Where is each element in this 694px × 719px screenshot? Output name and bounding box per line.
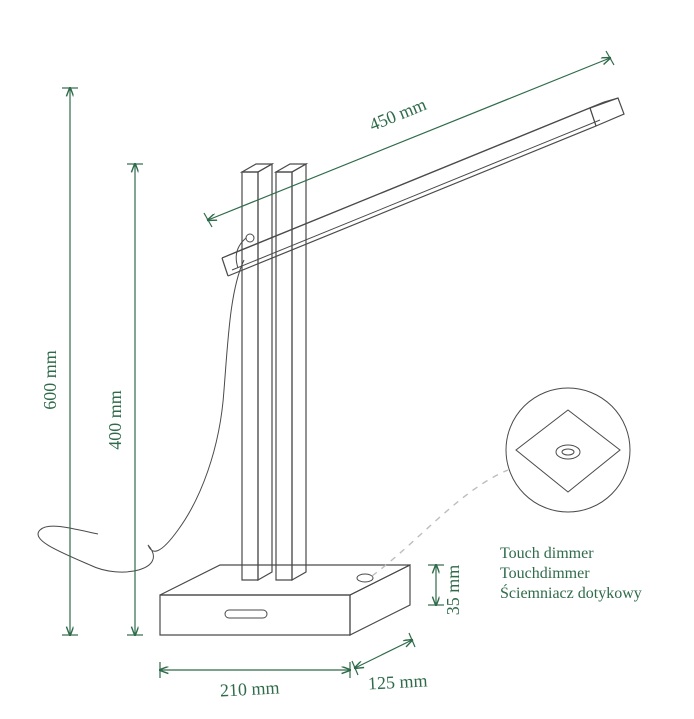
dim-post-height-label: 400 mm bbox=[105, 390, 125, 450]
lamp-cable bbox=[38, 260, 244, 572]
dim-base-height-label: 35 mm bbox=[443, 565, 463, 616]
lamp-post bbox=[236, 164, 306, 580]
callout-line1: Touch dimmer bbox=[500, 545, 594, 562]
lamp-arm bbox=[222, 98, 624, 276]
lamp-technical-drawing: 600 mm 400 mm 450 mm 210 mm 125 mm 35 mm bbox=[0, 0, 694, 719]
dim-post-height: 400 mm bbox=[105, 164, 143, 635]
dim-base-width-label: 210 mm bbox=[219, 677, 279, 700]
dim-overall-height: 600 mm bbox=[40, 88, 78, 635]
dim-overall-height-label: 600 mm bbox=[40, 350, 60, 410]
dim-base-depth-label: 125 mm bbox=[367, 670, 427, 693]
dim-base-height: 35 mm bbox=[428, 565, 463, 616]
dim-arm-length-label: 450 mm bbox=[366, 94, 429, 135]
callout-line3: Ściemniacz dotykowy bbox=[500, 583, 642, 602]
dim-base-depth: 125 mm bbox=[352, 633, 428, 694]
callout-line2: Touchdimmer bbox=[500, 565, 590, 582]
dim-base-width: 210 mm bbox=[160, 662, 350, 701]
